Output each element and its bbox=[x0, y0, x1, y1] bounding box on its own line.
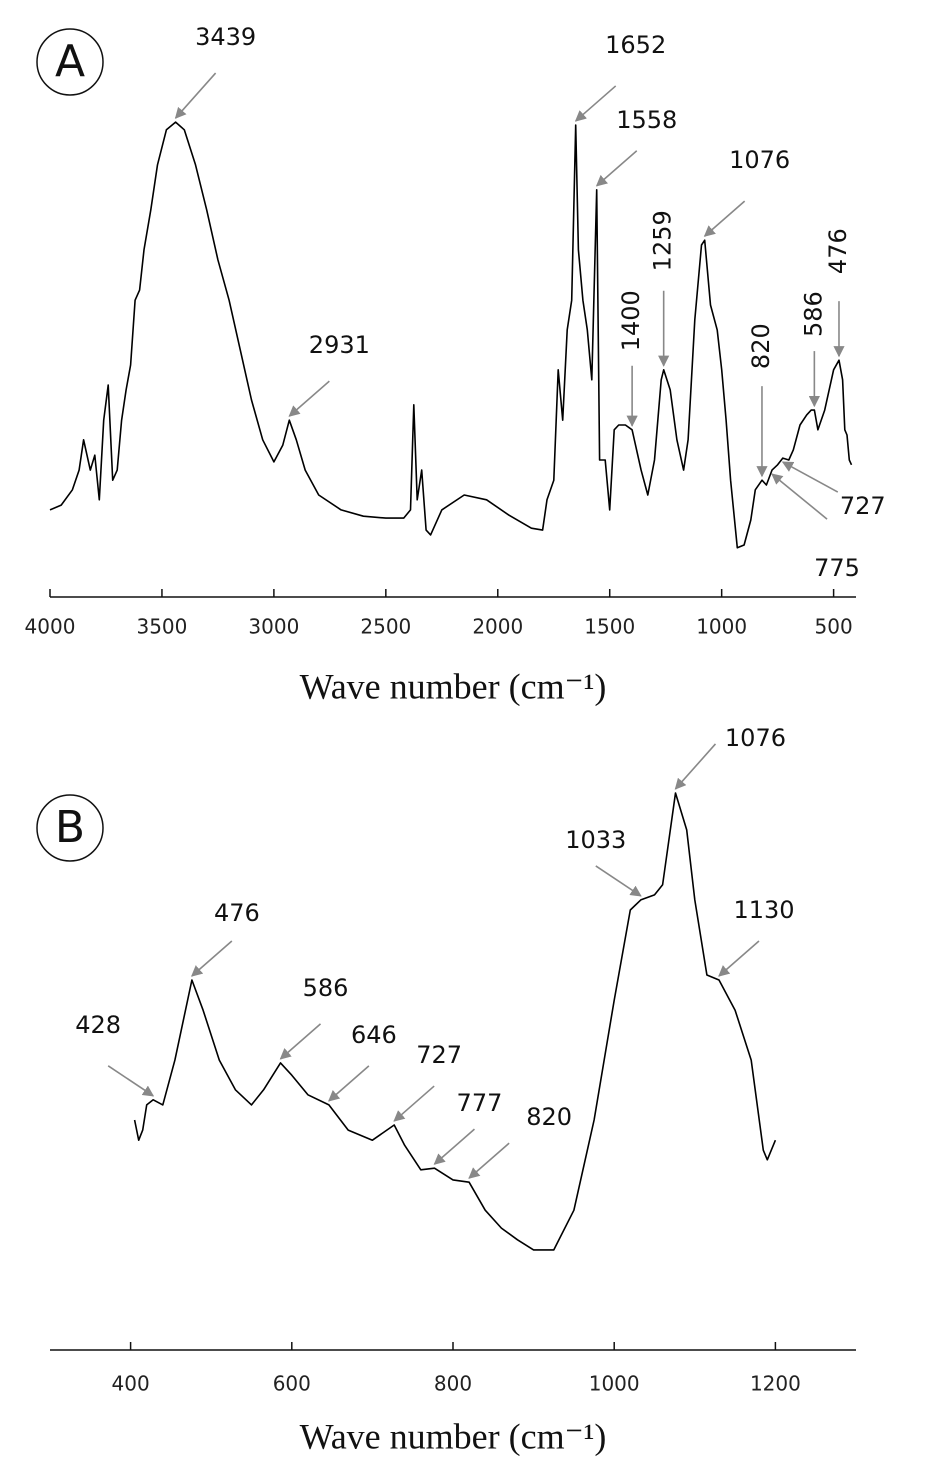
annotation-label: 428 bbox=[75, 1011, 121, 1039]
annotation-label: 1259 bbox=[649, 210, 677, 271]
annotation-arrow bbox=[703, 200, 746, 237]
annotation-arrow bbox=[771, 473, 828, 520]
x-tick-label: 3000 bbox=[248, 615, 299, 639]
annotation-label: 727 bbox=[416, 1041, 462, 1069]
annotation-arrow bbox=[288, 380, 330, 417]
annotation-arrow bbox=[595, 150, 638, 187]
annotation-label: 2931 bbox=[309, 331, 370, 359]
x-tick-label: 3500 bbox=[136, 615, 187, 639]
annotation-arrow bbox=[107, 1065, 155, 1097]
x-tick-label: 800 bbox=[434, 1372, 472, 1396]
panel-circle bbox=[36, 794, 104, 862]
x-tick-label: 500 bbox=[815, 615, 853, 639]
annotation-label: 1076 bbox=[729, 146, 790, 174]
annotation-arrow bbox=[328, 1065, 370, 1102]
annotation-label: 1652 bbox=[605, 31, 666, 59]
annotation-arrow bbox=[674, 743, 717, 790]
x-axis-label: Wave number (cm⁻¹) bbox=[300, 666, 607, 706]
annotation-label: 1558 bbox=[616, 106, 677, 134]
spectrum-line bbox=[133, 792, 777, 1251]
annotation-label: 820 bbox=[526, 1103, 572, 1131]
x-tick-label: 1000 bbox=[696, 615, 747, 639]
x-tick-label: 4000 bbox=[25, 615, 76, 639]
annotation-arrow bbox=[781, 461, 839, 493]
annotation-arrow bbox=[279, 1023, 322, 1060]
annotation-label: 820 bbox=[747, 323, 775, 369]
annotation-arrow bbox=[468, 1142, 510, 1179]
annotation-label: 1400 bbox=[617, 290, 645, 351]
annotation-arrow bbox=[574, 85, 617, 122]
annotation-label: 476 bbox=[214, 899, 260, 927]
spectrum-line bbox=[49, 121, 853, 549]
annotation-label: 1130 bbox=[733, 896, 794, 924]
x-tick-label: 2000 bbox=[472, 615, 523, 639]
annotation-arrow bbox=[191, 940, 233, 977]
panel-circle bbox=[36, 28, 104, 96]
x-tick-label: 1200 bbox=[750, 1372, 801, 1396]
annotation-label: 775 bbox=[814, 554, 860, 582]
annotation-label: 777 bbox=[457, 1089, 503, 1117]
annotation-arrow bbox=[718, 940, 760, 977]
x-tick-label: 600 bbox=[273, 1372, 311, 1396]
annotation-label: 1033 bbox=[565, 826, 626, 854]
x-tick-label: 400 bbox=[112, 1372, 150, 1396]
annotation-label: 3439 bbox=[195, 23, 256, 51]
annotation-arrow bbox=[433, 1128, 475, 1165]
panel-label: A bbox=[55, 36, 85, 87]
annotation-arrow bbox=[595, 865, 642, 897]
annotation-label: 586 bbox=[303, 974, 349, 1002]
x-tick-label: 1000 bbox=[589, 1372, 640, 1396]
annotation-arrow bbox=[393, 1085, 435, 1122]
annotation-label: 1076 bbox=[725, 724, 786, 752]
panel-label: B bbox=[55, 802, 85, 853]
annotation-arrow bbox=[174, 72, 217, 119]
x-tick-label: 1500 bbox=[584, 615, 635, 639]
x-axis-label: Wave number (cm⁻¹) bbox=[300, 1416, 607, 1456]
annotation-label: 476 bbox=[824, 228, 852, 274]
annotation-label: 646 bbox=[351, 1021, 397, 1049]
annotation-label: 586 bbox=[799, 291, 827, 337]
annotation-label: 727 bbox=[840, 492, 886, 520]
x-tick-label: 2500 bbox=[360, 615, 411, 639]
